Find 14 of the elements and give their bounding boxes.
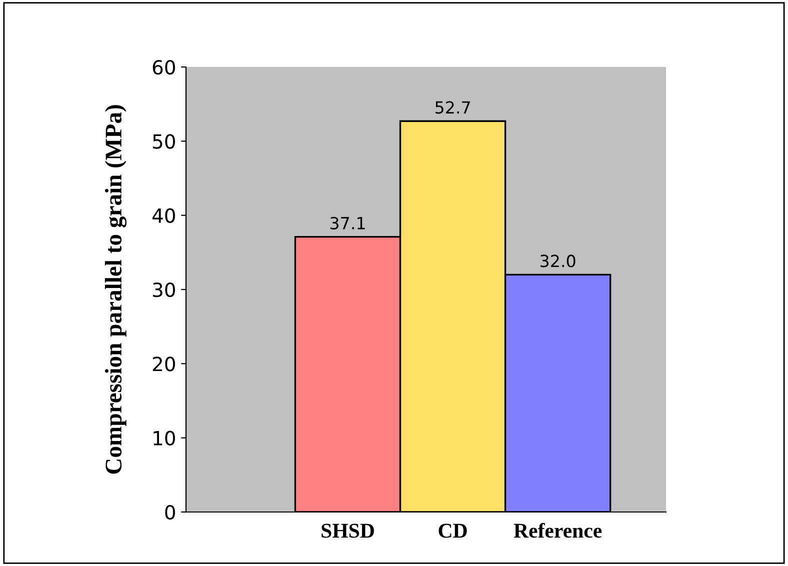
- y-tick-label: 30: [153, 282, 175, 298]
- y-tick-label: 60: [152, 60, 175, 75]
- y-axis-title: Compression parallel to grain (MPa): [104, 105, 127, 474]
- x-tick-label: CD: [438, 524, 467, 538]
- y-tick-label: 0: [165, 504, 175, 520]
- y-tick-label: 50: [153, 134, 175, 149]
- data-label: 52.7: [436, 101, 470, 114]
- x-tick-label: SHSD: [322, 524, 374, 538]
- x-tick-label: Reference: [514, 522, 602, 538]
- y-tick-label: 40: [152, 208, 175, 223]
- y-tick-label: 20: [152, 356, 175, 372]
- data-label: 37.1: [330, 216, 365, 230]
- y-tick-label: 10: [154, 430, 175, 446]
- data-label: 32.0: [540, 254, 576, 268]
